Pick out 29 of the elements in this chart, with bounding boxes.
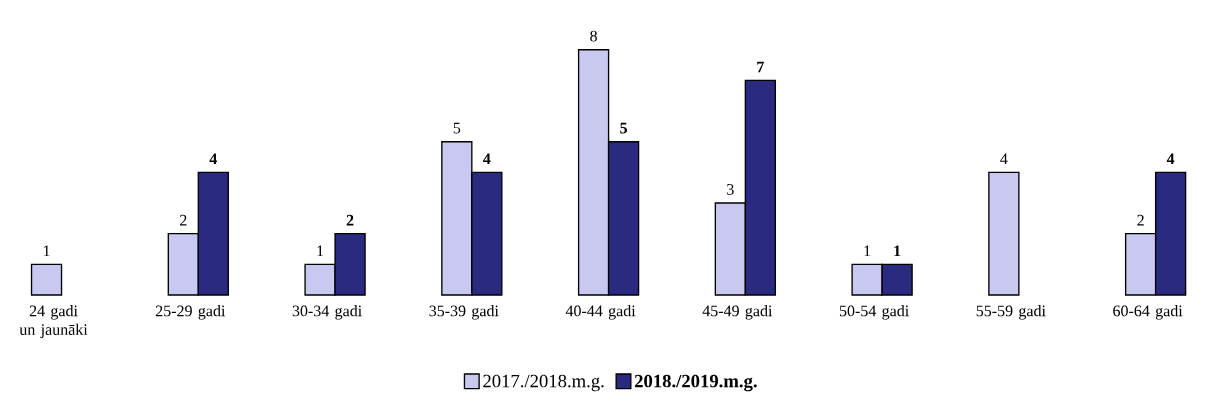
x-tick-label: 35-39 gadi xyxy=(429,305,499,320)
x-tick-label: 30-34 gadi xyxy=(292,305,362,320)
data-label: 1 xyxy=(317,245,324,257)
legend-label: 2018./2019.m.g. xyxy=(634,374,757,392)
x-tick-label: 25-29 gadi xyxy=(155,305,226,320)
x-tick-label: 50-54 gadi xyxy=(839,305,909,320)
data-label: 3 xyxy=(727,184,734,195)
x-tick-label: 40-44 gadi xyxy=(565,305,636,320)
x-tick-label: 60-64 gadi xyxy=(1113,305,1183,320)
bar xyxy=(988,171,1020,296)
bar xyxy=(30,263,63,296)
data-label: 4 xyxy=(209,153,217,165)
data-label: 1 xyxy=(864,245,871,257)
data-label: 1 xyxy=(894,245,901,257)
data-label: 4 xyxy=(483,153,491,165)
x-tick-label: 55-59 gadi xyxy=(976,305,1046,320)
data-label: 4 xyxy=(1166,153,1175,165)
data-label: 2 xyxy=(346,214,354,226)
data-label: 1 xyxy=(43,245,50,257)
data-label: 8 xyxy=(590,30,597,42)
data-label: 5 xyxy=(453,122,461,134)
data-label: 7 xyxy=(757,61,764,73)
x-tick-label: 24 gadi un jaunāki xyxy=(19,305,88,339)
data-label: 4 xyxy=(1000,153,1008,165)
data-label: 5 xyxy=(620,122,627,134)
x-tick-label: 45-49 gadi xyxy=(702,305,773,320)
data-label: 2 xyxy=(1137,214,1144,226)
legend-label: 2017./2018.m.g. xyxy=(483,374,604,392)
data-label: 2 xyxy=(180,214,187,226)
